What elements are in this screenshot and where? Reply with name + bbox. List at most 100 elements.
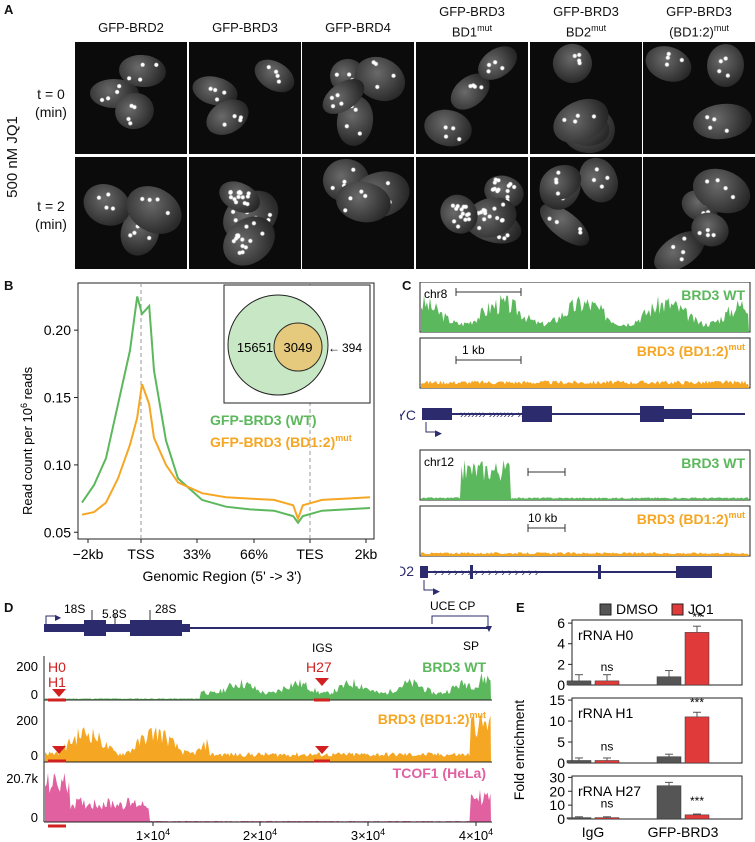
b-xtick-label-0: −2kb [73, 546, 104, 562]
label-igs: IGS [312, 641, 333, 655]
venn-arrow: ← [328, 341, 340, 355]
micrograph-r0-c0 [75, 42, 187, 154]
d-wt-signal [45, 672, 491, 700]
panel-b-chart: Read count per 106 reads 0.05 0.10 0.15 0.2… [19, 282, 378, 584]
b-ytick-label-0: 0.05 [44, 524, 71, 540]
e-title-1: rRNA H1 [578, 705, 633, 721]
arrow-h0-h1 [52, 689, 66, 697]
treatment-label: 500 nM JQ1 [4, 116, 21, 198]
ccnd-wt-signal [421, 459, 749, 500]
e-ytick-label-0-2: 4 [557, 636, 565, 652]
e-sig-0-0: ns [601, 660, 614, 674]
panel-a-label: A [4, 2, 14, 17]
b-xtick-label-4: TES [296, 546, 323, 562]
myc-wt-signal [421, 294, 749, 332]
e-ytick-label-1-2: 10 [549, 713, 565, 729]
b-ytick-label-2: 0.15 [44, 390, 71, 406]
label-sp: SP [463, 639, 479, 653]
myc-gene-name: MYC [400, 407, 416, 423]
e-bar-1-0-1 [656, 756, 682, 764]
ccnd-scale: 10 kb [528, 511, 558, 525]
micrograph-r1-c1 [189, 157, 301, 269]
b-xtick-label-5: 2kb [355, 546, 378, 562]
e-ylabel: Fold enrichment [511, 700, 527, 800]
panel-c-tracks: chr8 BRD3 WT 1 kb BRD3 (BD1:2)mut MYC ››… [400, 282, 751, 596]
e-ytick-label-0-1: 2 [557, 656, 565, 672]
e-ytick-label-1-1: 5 [557, 734, 565, 750]
d-track-wt-label: BRD3 WT [422, 659, 486, 675]
d-tcof-signal [45, 773, 491, 822]
panel-c-label: C [402, 278, 412, 293]
e-bar-1-1-1 [684, 716, 710, 764]
venn-only-mut: 394 [342, 341, 362, 355]
micrograph-r1-c0 [75, 157, 187, 269]
e-ytick-label-2-3: 30 [549, 769, 565, 785]
micrograph-r0-c3 [416, 42, 528, 154]
legend-mut: GFP-BRD3 (BD1:2)mut [210, 433, 352, 450]
e-ytick-label-2-2: 20 [549, 783, 565, 799]
e-title-2: rRNA H27 [578, 783, 641, 799]
column-header-0: GFP-BRD2 [98, 20, 164, 35]
ccnd-track-mut-label: BRD3 (BD1:2)mut [637, 510, 745, 527]
label-28s: 28S [155, 602, 176, 616]
svg-text:››››››› ››››››› ››››››: ››››››› ››››››› ›››››› [460, 409, 540, 421]
panel-e-chart: DMSO JQ1 Fold enrichment rRNA H0 0 2 4 6 ns **… [511, 601, 743, 840]
column-header-1: GFP-BRD3 [212, 20, 278, 35]
e-sig-2-1: *** [690, 794, 704, 808]
e-bar-2-1-1 [684, 814, 710, 820]
row-label-t2: t = 2 (min) [35, 198, 67, 232]
ccnd-mut-signal [421, 552, 749, 556]
e-title-0: rRNA H0 [578, 627, 633, 643]
e-ytick-label-1-3: 15 [549, 692, 565, 708]
ccnd-chr: chr12 [424, 455, 454, 469]
micrograph-r0-c4 [530, 42, 642, 154]
d-ymax-1: 200 [16, 659, 38, 674]
svg-text:▶: ▶ [55, 613, 62, 622]
e-ytick-label-2-0: 0 [557, 811, 565, 827]
b-plot-frame [77, 282, 375, 540]
primer-h0: H0 [48, 659, 66, 675]
e-group-igg: IgG [582, 824, 605, 840]
venn-overlap: 3049 [284, 340, 313, 355]
d-xtick-label-0: 1×104 [136, 827, 170, 842]
myc-scale: 1 kb [462, 343, 485, 357]
b-ylabel: Read count per 106 reads [19, 366, 35, 515]
ccnd-track-wt-label: BRD3 WT [681, 455, 745, 471]
myc-track-wt-label: BRD3 WT [681, 287, 745, 303]
series-line-mut [81, 383, 371, 522]
primer-h27: H27 [306, 659, 332, 675]
ccnd-gene-name: CCND2 [400, 563, 414, 579]
e-ytick-label-1-0: 0 [557, 755, 565, 771]
primer-h1: H1 [48, 674, 66, 690]
d-ymax-2: 200 [16, 713, 38, 728]
e-sig-1-1: *** [690, 695, 704, 709]
e-ytick-label-2-1: 10 [549, 797, 565, 813]
d-ymax-3: 20.7k [6, 771, 38, 786]
b-xlabel: Genomic Region (5' -> 3') [142, 568, 301, 584]
micrograph-r1-c3 [416, 157, 528, 269]
myc-chr: chr8 [424, 287, 448, 301]
e-group-brd3: GFP-BRD3 [648, 824, 719, 840]
panel-b-label: B [4, 278, 14, 293]
column-header-2: GFP-BRD4 [325, 20, 391, 35]
svg-text:0: 0 [31, 748, 38, 763]
e-bar-0-1-1 [684, 632, 710, 686]
e-bar-2-1-0 [594, 817, 620, 820]
b-ytick-label-3: 0.20 [44, 322, 71, 338]
venn-mut-circle [273, 322, 323, 372]
micrograph-r0-c2 [302, 42, 414, 154]
d-track-tcof-label: TCOF1 (HeLa) [393, 765, 486, 781]
e-bar-0-1-0 [594, 680, 620, 686]
label-uce-cp: UCE CP [430, 600, 475, 613]
svg-text:0: 0 [31, 687, 38, 702]
legend-dmso: DMSO [616, 601, 658, 617]
legend-wt: GFP-BRD3 (WT) [210, 412, 317, 428]
e-sig-0-1: ** [692, 610, 702, 624]
d-track-mut-label: BRD3 (BD1:2)mut [378, 710, 486, 727]
column-header-3: GFP-BRD3 BD1mut [439, 4, 505, 40]
series-line-wt [81, 296, 371, 525]
d-xtick-label-1: 2×104 [243, 827, 277, 842]
d-xtick-label-3: 4×104 [459, 827, 493, 842]
micrograph-r1-c2 [302, 157, 414, 269]
svg-text:▶: ▶ [433, 586, 440, 596]
